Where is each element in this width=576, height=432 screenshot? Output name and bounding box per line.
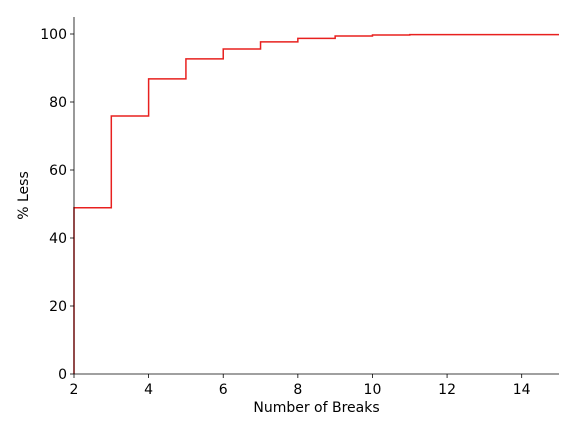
y-tick-label: 20 [49, 299, 67, 315]
x-tick-label: 8 [293, 382, 302, 398]
y-tick-label: 80 [49, 95, 67, 111]
x-tick-label: 4 [144, 382, 153, 398]
x-tick-label: 12 [438, 382, 456, 398]
x-tick-label: 2 [70, 382, 79, 398]
y-axis-ticks: 0 20 40 60 80 100 [40, 27, 74, 383]
series-line [73, 33, 559, 374]
y-tick-label: 40 [49, 231, 67, 247]
y-tick-label: 100 [40, 27, 67, 43]
x-tick-label: 14 [513, 382, 531, 398]
x-axis-ticks: 2 4 6 8 10 12 14 [70, 374, 531, 398]
plot-area [73, 33, 559, 374]
x-tick-label: 6 [219, 382, 228, 398]
y-axis-label: % Less [16, 171, 32, 220]
x-axis-label: Number of Breaks [253, 400, 379, 416]
x-tick-label: 10 [364, 382, 382, 398]
y-tick-label: 0 [58, 367, 67, 383]
y-tick-label: 60 [49, 163, 67, 179]
